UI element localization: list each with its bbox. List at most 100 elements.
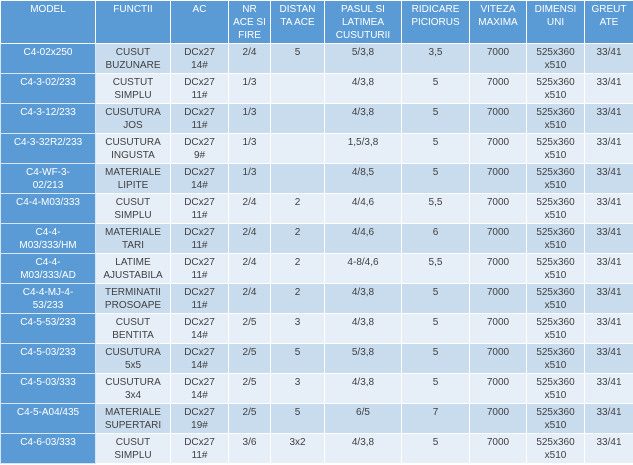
cell-ridicare: 5	[401, 373, 470, 404]
row-header-model: C4-3-12/233	[0, 103, 96, 134]
column-header-greutate: GREUT ATE	[584, 0, 633, 44]
cell-distanta: 3	[270, 313, 325, 344]
cell-viteza: 7000	[469, 223, 527, 254]
cell-viteza: 7000	[469, 103, 527, 134]
column-header-nr_ace: NR ACE SI FIRE	[228, 0, 271, 44]
cell-functii: CUSUTURA 5x5	[95, 343, 171, 374]
cell-dimensiuni: 525x360 x510	[526, 133, 585, 164]
column-header-distanta: DISTAN TA ACE	[270, 0, 325, 44]
cell-viteza: 7000	[469, 403, 527, 434]
cell-dimensiuni: 525x360 x510	[526, 193, 585, 224]
cell-ac: DCx27 9#	[170, 133, 229, 164]
cell-greutate: 33/41	[584, 283, 633, 314]
cell-functii: CUSUTURA 3x4	[95, 373, 171, 404]
cell-ac: DCx27 11#	[170, 73, 229, 104]
cell-pasul: 1,5/3,8	[324, 133, 402, 164]
cell-distanta: 5	[270, 43, 325, 74]
cell-functii: MATERIALE TARI	[95, 223, 171, 254]
cell-viteza: 7000	[469, 73, 527, 104]
cell-pasul: 4/3,8	[324, 283, 402, 314]
cell-viteza: 7000	[469, 373, 527, 404]
column-header-ridicare: RIDICARE PICIORUS	[401, 0, 470, 44]
cell-ac: DCx27 19#	[170, 403, 229, 434]
cell-distanta	[270, 103, 325, 134]
cell-nr_ace: 1/3	[228, 103, 271, 134]
cell-viteza: 7000	[469, 433, 527, 464]
column-header-functii: FUNCTII	[95, 0, 171, 44]
cell-nr_ace: 2/5	[228, 373, 271, 404]
cell-pasul: 6/5	[324, 403, 402, 434]
cell-ac: DCx27 14#	[170, 313, 229, 344]
cell-ridicare: 5,5	[401, 193, 470, 224]
cell-pasul: 4/3,8	[324, 373, 402, 404]
cell-viteza: 7000	[469, 133, 527, 164]
row-header-model: C4-5-03/333	[0, 373, 96, 404]
cell-distanta: 2	[270, 283, 325, 314]
cell-nr_ace: 3/6	[228, 433, 271, 464]
cell-viteza: 7000	[469, 163, 527, 194]
cell-functii: MATERIALE LIPITE	[95, 163, 171, 194]
cell-dimensiuni: 525x360 x510	[526, 73, 585, 104]
cell-greutate: 33/41	[584, 193, 633, 224]
cell-pasul: 4/4,6	[324, 193, 402, 224]
table-row: C4-WF-3- 02/213 MATERIALE LIPITE DCx27 14#…	[0, 163, 633, 194]
cell-viteza: 7000	[469, 43, 527, 74]
cell-pasul: 4/4,6	[324, 223, 402, 254]
cell-greutate: 33/41	[584, 163, 633, 194]
cell-distanta: 2	[270, 193, 325, 224]
cell-pasul: 4/3,8	[324, 103, 402, 134]
cell-nr_ace: 2/5	[228, 403, 271, 434]
cell-viteza: 7000	[469, 283, 527, 314]
cell-ac: DCx27 11#	[170, 253, 229, 284]
cell-ac: DCx27 14#	[170, 343, 229, 374]
cell-dimensiuni: 525x360 x510	[526, 343, 585, 374]
cell-ridicare: 7	[401, 403, 470, 434]
cell-functii: CUSUT SIMPLU	[95, 193, 171, 224]
table-row: C4-6-03/333 CUSUT SIMPLU DCx27 11# 3/6 3x2 4/…	[0, 433, 633, 464]
table-row: C4-3-12/233 CUSUTURA JOS DCx27 11# 1/3 4/3,8…	[0, 103, 633, 134]
row-header-model: C4-5-53/233	[0, 313, 96, 344]
cell-nr_ace: 2/4	[228, 43, 271, 74]
cell-greutate: 33/41	[584, 433, 633, 464]
cell-pasul: 4/3,8	[324, 313, 402, 344]
column-header-model: MODEL	[0, 0, 96, 44]
cell-ac: DCx27 11#	[170, 193, 229, 224]
column-header-ac: AC	[170, 0, 229, 44]
cell-ac: DCx27 14#	[170, 163, 229, 194]
table-row: C4-4- M03/333/AD LATIME AJUSTABILA DCx27 1…	[0, 253, 633, 284]
table-row: C4-3-32R2/233 CUSUTURA INGUSTA DCx27 9# 1/3…	[0, 133, 633, 164]
table-row: C4-5-03/333 CUSUTURA 3x4 DCx27 14# 2/5 3 4/3,…	[0, 373, 633, 404]
cell-ac: DCx27 14#	[170, 43, 229, 74]
table-row: C4-5-53/233 CUSUT BENTITA DCx27 14# 2/5 3 4/3…	[0, 313, 633, 344]
cell-greutate: 33/41	[584, 343, 633, 374]
cell-ridicare: 5	[401, 163, 470, 194]
column-header-dimensiuni: DIMENSI UNI	[526, 0, 585, 44]
cell-nr_ace: 2/4	[228, 193, 271, 224]
cell-greutate: 33/41	[584, 103, 633, 134]
cell-pasul: 5/3,8	[324, 43, 402, 74]
cell-viteza: 7000	[469, 343, 527, 374]
cell-viteza: 7000	[469, 193, 527, 224]
cell-distanta: 3x2	[270, 433, 325, 464]
cell-nr_ace: 1/3	[228, 73, 271, 104]
cell-ridicare: 5	[401, 103, 470, 134]
cell-viteza: 7000	[469, 253, 527, 284]
cell-ridicare: 5	[401, 433, 470, 464]
cell-ridicare: 5	[401, 313, 470, 344]
cell-distanta	[270, 163, 325, 194]
cell-dimensiuni: 525x360 x510	[526, 313, 585, 344]
table-row: C4-5-A04/435 MATERIALE SUPERTARI DCx27 19#…	[0, 403, 633, 434]
table-row: C4-02x250 CUSUT BUZUNARE DCx27 14# 2/4 5 5/3,…	[0, 43, 633, 74]
cell-ridicare: 5	[401, 73, 470, 104]
cell-greutate: 33/41	[584, 403, 633, 434]
cell-nr_ace: 2/4	[228, 223, 271, 254]
cell-ac: DCx27 14#	[170, 373, 229, 404]
cell-distanta: 5	[270, 343, 325, 374]
cell-greutate: 33/41	[584, 73, 633, 104]
row-header-model: C4-4-M03/333	[0, 193, 96, 224]
table-row: C4-5-03/233 CUSUTURA 5x5 DCx27 14# 2/5 5 5/3,…	[0, 343, 633, 374]
row-header-model: C4-6-03/333	[0, 433, 96, 464]
cell-functii: MATERIALE SUPERTARI	[95, 403, 171, 434]
cell-pasul: 5/3,8	[324, 343, 402, 374]
row-header-model: C4-4- M03/333/HM	[0, 223, 96, 254]
